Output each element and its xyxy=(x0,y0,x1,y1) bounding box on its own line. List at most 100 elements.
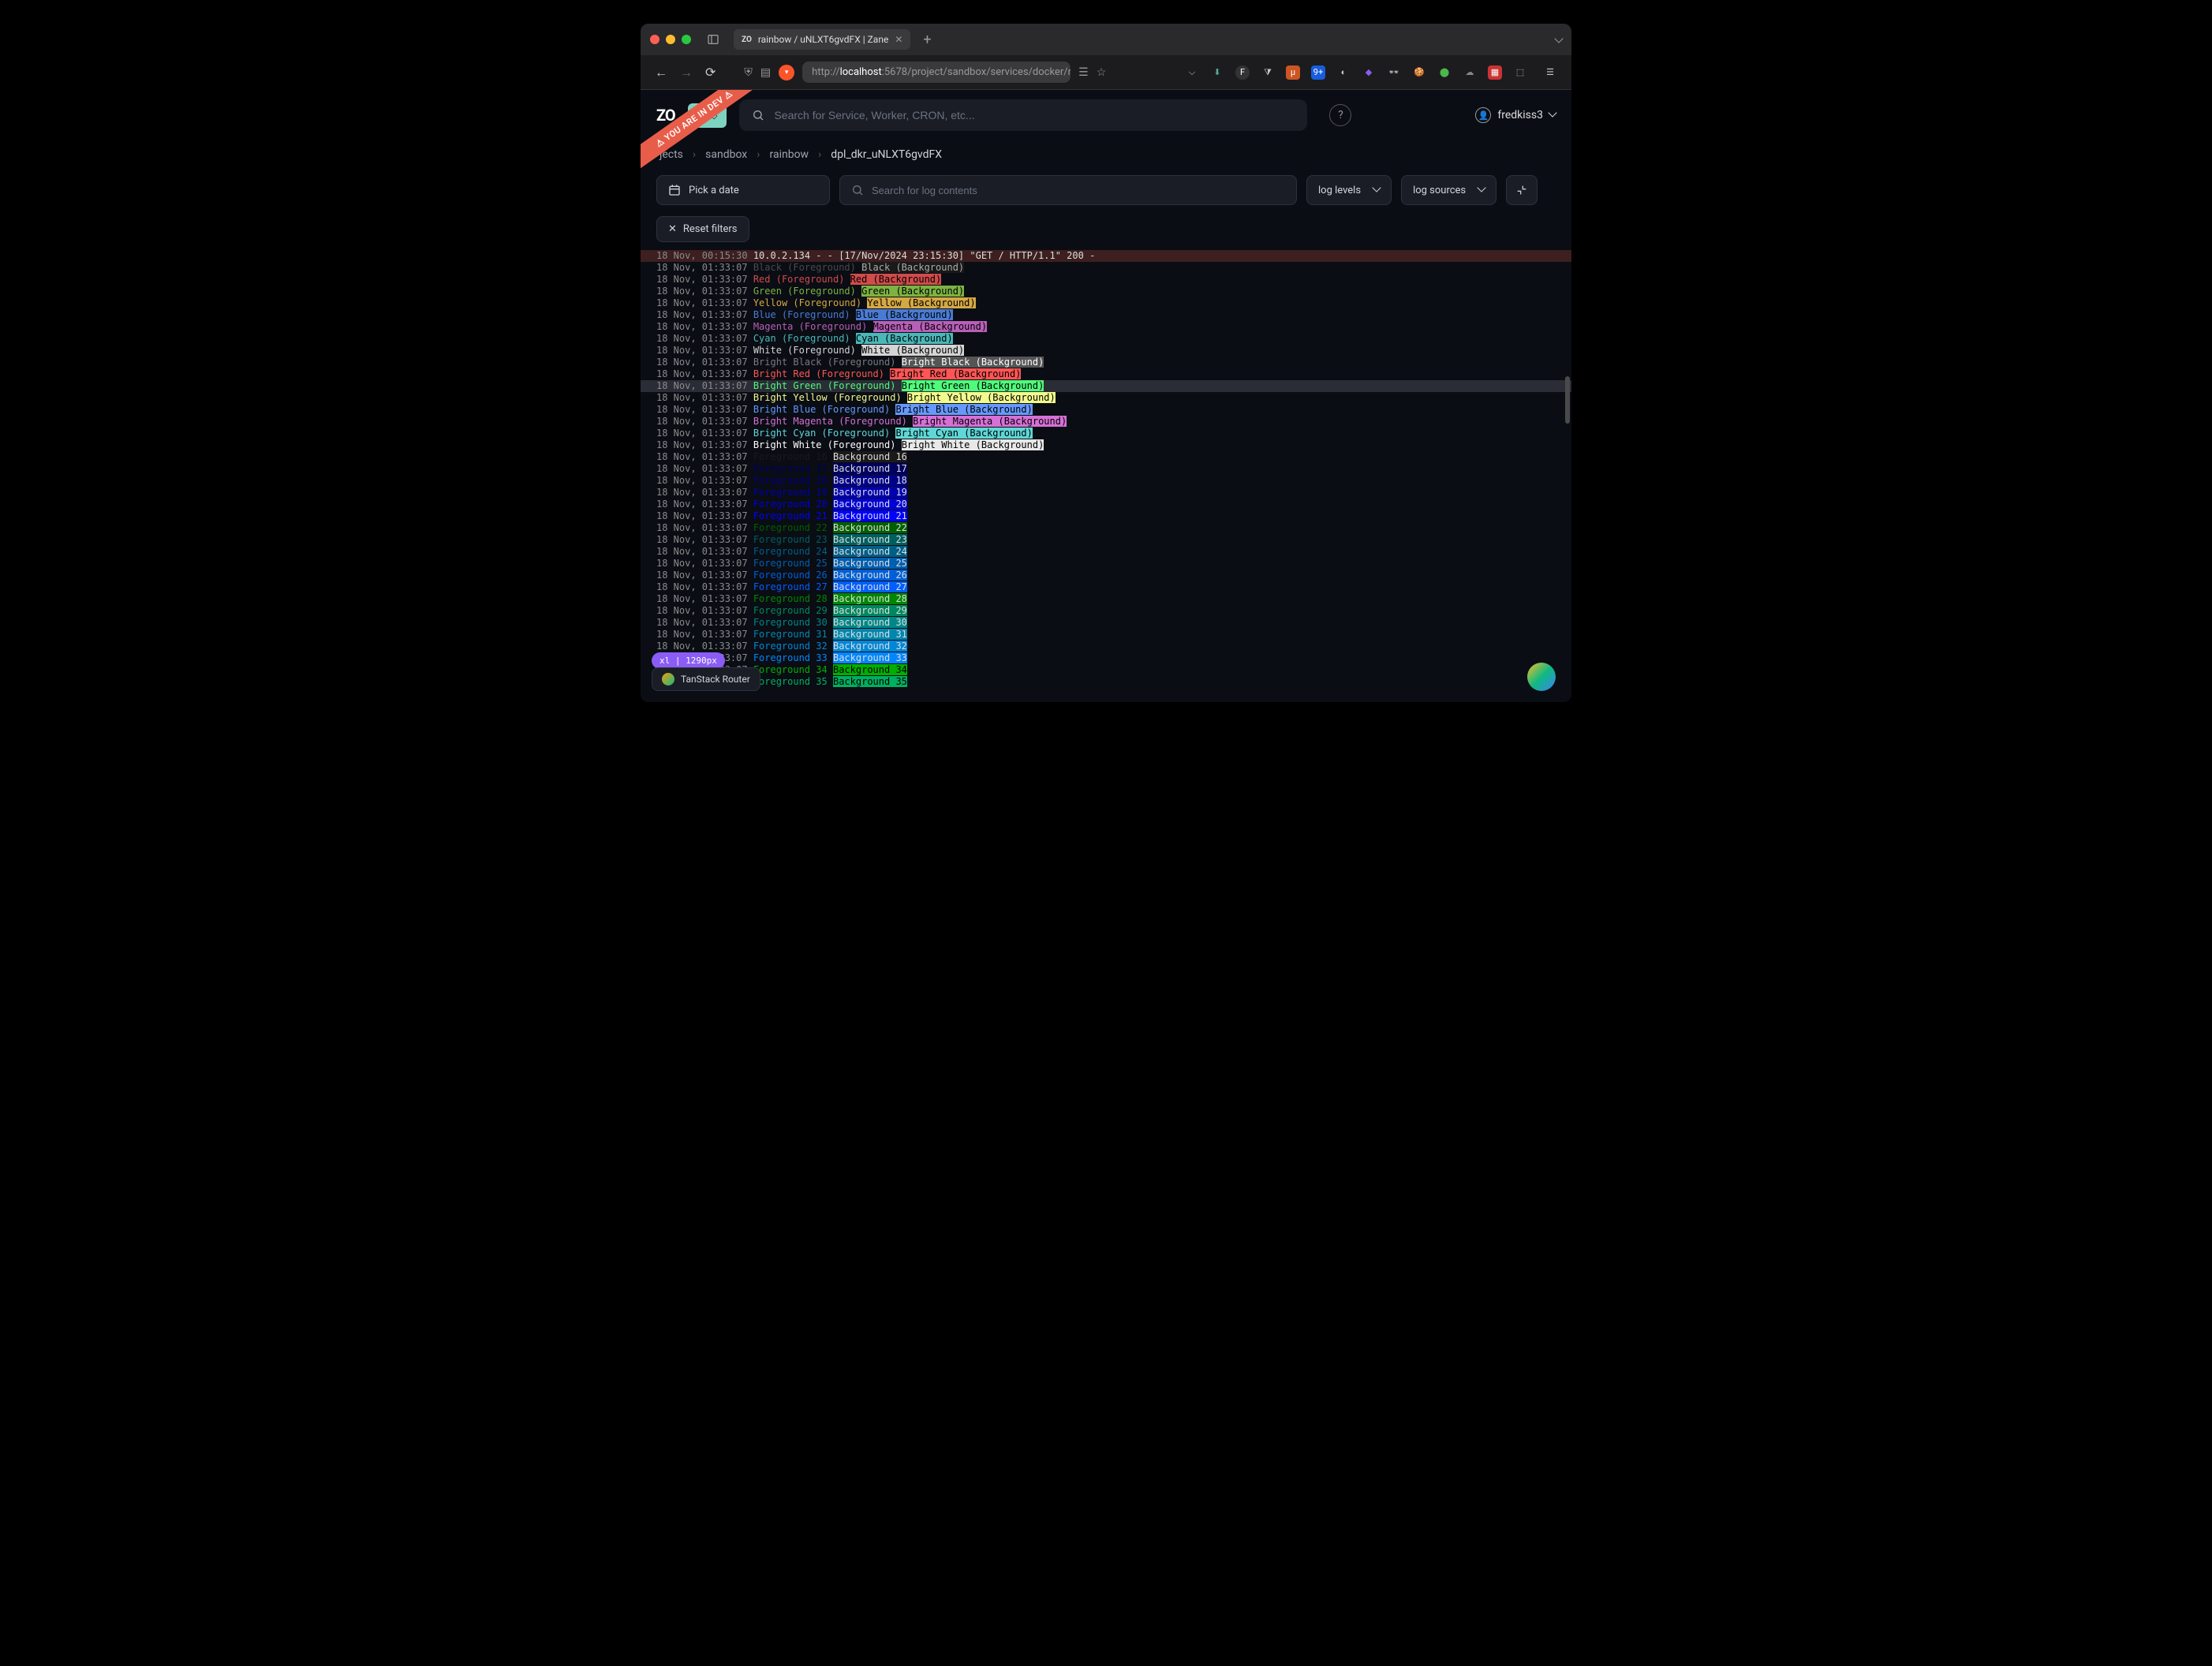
log-row: 18 Nov, 01:33:07 Blue (Foreground) Blue … xyxy=(641,309,1571,321)
username: fredkiss3 xyxy=(1497,109,1543,121)
date-picker-button[interactable]: Pick a date xyxy=(656,175,830,205)
reader-icon[interactable]: ▤ xyxy=(760,66,771,79)
log-row: 18 Nov, 01:33:07 Foreground 31 Backgroun… xyxy=(641,629,1571,641)
log-row: 18 Nov, 01:33:07 Cyan (Foreground) Cyan … xyxy=(641,333,1571,345)
ext-circle-icon[interactable]: ◐ xyxy=(1336,65,1351,80)
log-row: 18 Nov, 01:33:07 Foreground 29 Backgroun… xyxy=(641,605,1571,617)
breadcrumb-item[interactable]: sandbox xyxy=(705,148,747,161)
log-search[interactable] xyxy=(839,175,1297,205)
menu-icon[interactable]: ☰ xyxy=(1543,65,1557,80)
tabs-dropdown-icon[interactable] xyxy=(1556,32,1562,47)
log-row: 18 Nov, 01:33:07 Red (Foreground) Red (B… xyxy=(641,274,1571,286)
ublock-icon[interactable]: μ xyxy=(1286,65,1300,80)
ext-cube-icon[interactable]: ⬚ xyxy=(1513,65,1527,80)
calendar-icon xyxy=(668,184,681,196)
log-row: 18 Nov, 01:33:07 Foreground 25 Backgroun… xyxy=(641,558,1571,570)
chevron-down-icon xyxy=(1373,185,1380,196)
log-row: 18 Nov, 01:33:07 Foreground 20 Backgroun… xyxy=(641,499,1571,510)
download-icon[interactable]: ⬇ xyxy=(1210,65,1224,80)
log-row: 18 Nov, 01:33:07 Foreground 19 Backgroun… xyxy=(641,487,1571,499)
scrollbar-thumb[interactable] xyxy=(1565,376,1570,424)
log-row: 18 Nov, 01:33:07 Magenta (Foreground) Ma… xyxy=(641,321,1571,333)
log-row: 18 Nov, 01:33:07 Foreground 33 Backgroun… xyxy=(641,652,1571,664)
log-row: 18 Nov, 00:15:30 10.0.2.134 - - [17/Nov/… xyxy=(641,250,1571,262)
log-viewer[interactable]: 18 Nov, 00:15:30 10.0.2.134 - - [17/Nov/… xyxy=(641,250,1571,702)
ext-red-icon[interactable]: ▦ xyxy=(1488,65,1502,80)
collapse-button[interactable] xyxy=(1506,175,1538,205)
breadcrumb-item[interactable]: rainbow xyxy=(769,148,809,161)
browser-titlebar: ZO rainbow / uNLXT6gvdFX | Zane ✕ + xyxy=(641,24,1571,55)
reset-filters-button[interactable]: ✕ Reset filters xyxy=(656,216,749,242)
viewport-badge: xl | 1290px xyxy=(652,652,725,669)
chevron-down-icon xyxy=(1549,109,1556,121)
log-row: 18 Nov, 01:33:07 Foreground 34 Backgroun… xyxy=(641,664,1571,676)
tab-close-icon[interactable]: ✕ xyxy=(895,34,902,45)
bitwarden-icon[interactable]: 9+ xyxy=(1311,65,1325,80)
global-search[interactable] xyxy=(739,99,1307,131)
log-row: 18 Nov, 01:33:07 Yellow (Foreground) Yel… xyxy=(641,297,1571,309)
close-window-button[interactable] xyxy=(650,35,659,44)
log-row: 18 Nov, 01:33:07 Black (Foreground) Blac… xyxy=(641,262,1571,274)
log-row: 18 Nov, 01:33:07 Foreground 16 Backgroun… xyxy=(641,451,1571,463)
log-row: 18 Nov, 01:33:07 Foreground 21 Backgroun… xyxy=(641,510,1571,522)
log-row: 18 Nov, 01:33:07 Foreground 28 Backgroun… xyxy=(641,593,1571,605)
log-row: 18 Nov, 01:33:07 Bright Black (Foregroun… xyxy=(641,357,1571,368)
browser-toolbar: ← → ⟳ ⛨ ▤ ▾ http://localhost:5678/projec… xyxy=(641,55,1571,90)
chevron-down-icon xyxy=(1478,185,1485,196)
log-row: 18 Nov, 01:33:07 Bright Blue (Foreground… xyxy=(641,404,1571,416)
log-row: 18 Nov, 01:33:07 Foreground 22 Backgroun… xyxy=(641,522,1571,534)
reload-button[interactable]: ⟳ xyxy=(705,65,716,80)
sidebar-toggle-icon[interactable] xyxy=(702,28,724,50)
brave-icon[interactable]: ▾ xyxy=(779,65,794,80)
global-search-input[interactable] xyxy=(774,109,1295,121)
tanstack-router-badge[interactable]: TanStack Router xyxy=(652,667,760,691)
log-row: 18 Nov, 01:33:07 Foreground 35 Backgroun… xyxy=(641,676,1571,688)
shield-icon[interactable]: ⛨ xyxy=(744,66,753,79)
filter-bar: Pick a date log levels log sources xyxy=(641,169,1571,211)
log-row: 18 Nov, 01:33:07 Bright Red (Foreground)… xyxy=(641,368,1571,380)
log-row: 18 Nov, 01:33:07 Bright Cyan (Foreground… xyxy=(641,428,1571,439)
log-row: 18 Nov, 01:33:07 Foreground 17 Backgroun… xyxy=(641,463,1571,475)
forward-button[interactable]: → xyxy=(680,65,693,80)
back-button[interactable]: ← xyxy=(655,65,667,80)
maximize-window-button[interactable] xyxy=(682,35,691,44)
help-button[interactable]: ? xyxy=(1329,104,1351,126)
log-row: 18 Nov, 01:33:07 Bright Green (Foregroun… xyxy=(641,380,1571,392)
breadcrumb: jects› sandbox› rainbow› dpl_dkr_uNLXT6g… xyxy=(641,140,1571,169)
ext-toggle-icon[interactable]: ⬤ xyxy=(1437,65,1452,80)
ext-diamond-icon[interactable]: ◆ xyxy=(1362,65,1376,80)
tanstack-icon xyxy=(662,673,674,685)
minimize-window-button[interactable] xyxy=(666,35,675,44)
app-header: ZO te ◇ ? 👤 fredkiss3 xyxy=(641,90,1571,140)
ext-glasses-icon[interactable]: 👓 xyxy=(1387,65,1401,80)
browser-tab[interactable]: ZO rainbow / uNLXT6gvdFX | Zane ✕ xyxy=(734,29,910,50)
user-menu[interactable]: 👤 fredkiss3 xyxy=(1475,107,1556,123)
floating-avatar[interactable] xyxy=(1527,663,1556,691)
user-avatar-icon: 👤 xyxy=(1475,107,1491,123)
breadcrumb-item[interactable]: dpl_dkr_uNLXT6gvdFX xyxy=(831,148,942,161)
log-row: 18 Nov, 01:33:07 White (Foreground) Whit… xyxy=(641,345,1571,357)
reader-mode-icon[interactable]: ☰ xyxy=(1078,66,1089,79)
search-icon xyxy=(752,109,764,121)
log-sources-dropdown[interactable]: log sources xyxy=(1401,175,1496,205)
log-row: 18 Nov, 01:33:07 Green (Foreground) Gree… xyxy=(641,286,1571,297)
log-row: 18 Nov, 01:33:07 Foreground 26 Backgroun… xyxy=(641,570,1571,581)
pocket-icon[interactable]: ⌵ xyxy=(1185,65,1199,80)
new-tab-button[interactable]: + xyxy=(923,32,931,48)
ext-misc-icon[interactable]: ☁ xyxy=(1463,65,1477,80)
ext-cookie-icon[interactable]: 🍪 xyxy=(1412,65,1426,80)
bookmark-icon[interactable]: ☆ xyxy=(1097,66,1107,79)
ext-f-icon[interactable]: F xyxy=(1235,65,1250,80)
log-row: 18 Nov, 01:33:07 Bright Yellow (Foregrou… xyxy=(641,392,1571,404)
log-row: 18 Nov, 01:33:07 Foreground 24 Backgroun… xyxy=(641,546,1571,558)
tab-title: rainbow / uNLXT6gvdFX | Zane xyxy=(758,34,888,45)
log-row: 18 Nov, 01:33:07 Foreground 18 Backgroun… xyxy=(641,475,1571,487)
close-icon: ✕ xyxy=(668,223,677,235)
log-row: 18 Nov, 01:33:07 Bright Magenta (Foregro… xyxy=(641,416,1571,428)
url-bar[interactable]: http://localhost:5678/project/sandbox/se… xyxy=(802,62,1071,83)
log-row: 18 Nov, 01:33:07 Foreground 32 Backgroun… xyxy=(641,641,1571,652)
extensions-icon[interactable]: ⧩ xyxy=(1261,65,1275,80)
log-levels-dropdown[interactable]: log levels xyxy=(1306,175,1392,205)
search-icon xyxy=(851,184,864,196)
log-search-input[interactable] xyxy=(872,185,1285,196)
